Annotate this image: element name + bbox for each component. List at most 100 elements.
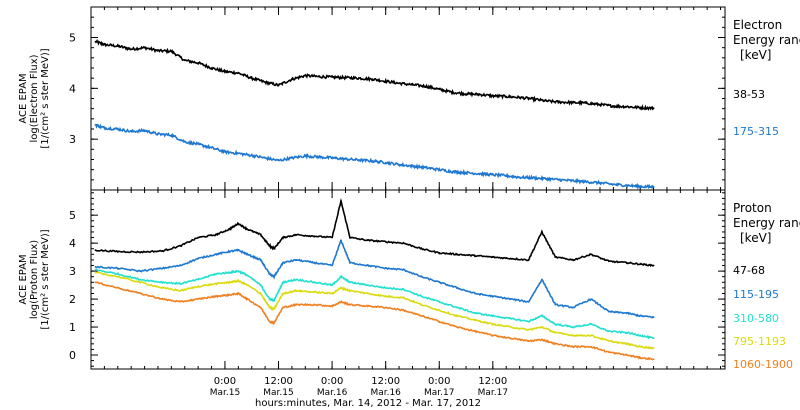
data-point <box>291 157 293 159</box>
data-point <box>527 340 530 342</box>
data-point <box>94 268 97 271</box>
ylabel-line: log(Proton Flux) <box>29 240 40 319</box>
data-point <box>304 74 307 77</box>
data-point <box>282 292 284 295</box>
data-point <box>139 292 142 295</box>
data-point <box>139 281 142 284</box>
data-point <box>259 284 262 286</box>
data-point <box>572 326 575 328</box>
data-point <box>402 309 405 312</box>
y-tick-label: 5 <box>69 209 76 222</box>
data-point <box>224 151 226 153</box>
data-point <box>554 331 557 334</box>
y-tick-label: 2 <box>69 293 76 306</box>
data-point <box>273 299 275 302</box>
data-point <box>313 281 316 284</box>
data-point <box>474 292 476 295</box>
data-point <box>246 274 249 277</box>
data-series <box>94 39 655 361</box>
data-point <box>398 82 400 85</box>
data-point <box>246 228 249 231</box>
data-point <box>273 308 275 310</box>
data-point <box>295 259 298 261</box>
data-point <box>612 105 615 107</box>
legend-entry-795-1193: 795-1193 <box>733 335 786 348</box>
data-point <box>585 181 588 183</box>
data-point <box>402 268 405 271</box>
data-point <box>384 295 387 298</box>
data-point <box>625 331 628 334</box>
data-point <box>210 67 213 69</box>
data-point <box>170 50 173 53</box>
data-point <box>572 101 575 104</box>
data-point <box>652 186 655 188</box>
data-point <box>474 330 476 333</box>
ylabel-line: [1/(cm² s ster MeV)] <box>40 48 51 148</box>
data-point <box>130 130 133 133</box>
legend-entry-38-53: 38-53 <box>733 88 765 101</box>
data-point <box>317 75 320 78</box>
data-point <box>625 105 628 108</box>
data-point <box>491 256 494 258</box>
data-point <box>331 157 333 159</box>
data-point <box>554 256 557 258</box>
proton-ylabel: ACE EPAM log(Proton Flux) [1/(cm² s ster M… <box>18 229 51 329</box>
data-point <box>295 303 298 306</box>
data-point <box>282 281 284 284</box>
x-tick-date-label: Mar.15 <box>263 388 293 398</box>
data-point <box>340 239 342 242</box>
data-point <box>411 83 414 86</box>
ylabel-line: ACE EPAM <box>18 254 29 304</box>
data-point <box>94 124 97 126</box>
data-point <box>608 330 610 333</box>
data-point <box>340 301 342 303</box>
data-point <box>282 306 284 309</box>
data-point <box>340 275 342 278</box>
data-point <box>295 233 298 236</box>
data-point <box>237 152 240 155</box>
data-point <box>639 345 642 348</box>
data-point <box>295 278 298 281</box>
data-point <box>384 161 387 164</box>
data-point <box>652 337 655 340</box>
data-point <box>532 176 534 179</box>
proton-series-115-195 <box>94 239 655 319</box>
electron-frame <box>90 6 726 191</box>
data-point <box>509 317 512 320</box>
data-point <box>505 174 508 177</box>
data-point <box>116 273 119 275</box>
data-point <box>161 298 164 300</box>
electron-legend-subtitle: Energy range <box>733 33 800 47</box>
data-point <box>505 95 508 98</box>
data-point <box>491 323 494 326</box>
data-point <box>103 127 106 129</box>
data-point <box>157 133 159 136</box>
data-point <box>259 259 262 261</box>
data-point <box>161 250 164 252</box>
y-tick-label: 0 <box>69 349 76 362</box>
data-point <box>366 264 369 267</box>
data-point <box>349 303 351 306</box>
data-point <box>420 295 423 298</box>
data-point <box>572 334 575 337</box>
data-point <box>237 222 240 225</box>
data-point <box>179 282 182 285</box>
proton-legend-subtitle: Energy range <box>733 216 800 230</box>
data-point <box>625 312 628 314</box>
data-point <box>465 171 467 174</box>
data-point <box>425 85 427 88</box>
proton-legend-title: Proton <box>733 201 772 215</box>
y-tick-label: 3 <box>69 265 76 278</box>
data-point <box>116 45 119 47</box>
data-point <box>250 154 253 157</box>
data-point <box>474 254 476 257</box>
data-point <box>358 159 360 161</box>
data-point <box>465 93 467 95</box>
data-point <box>116 267 119 270</box>
data-point <box>259 233 262 236</box>
data-point <box>237 72 240 74</box>
data-point <box>268 273 271 275</box>
series-line <box>95 123 655 190</box>
data-point <box>599 182 601 184</box>
